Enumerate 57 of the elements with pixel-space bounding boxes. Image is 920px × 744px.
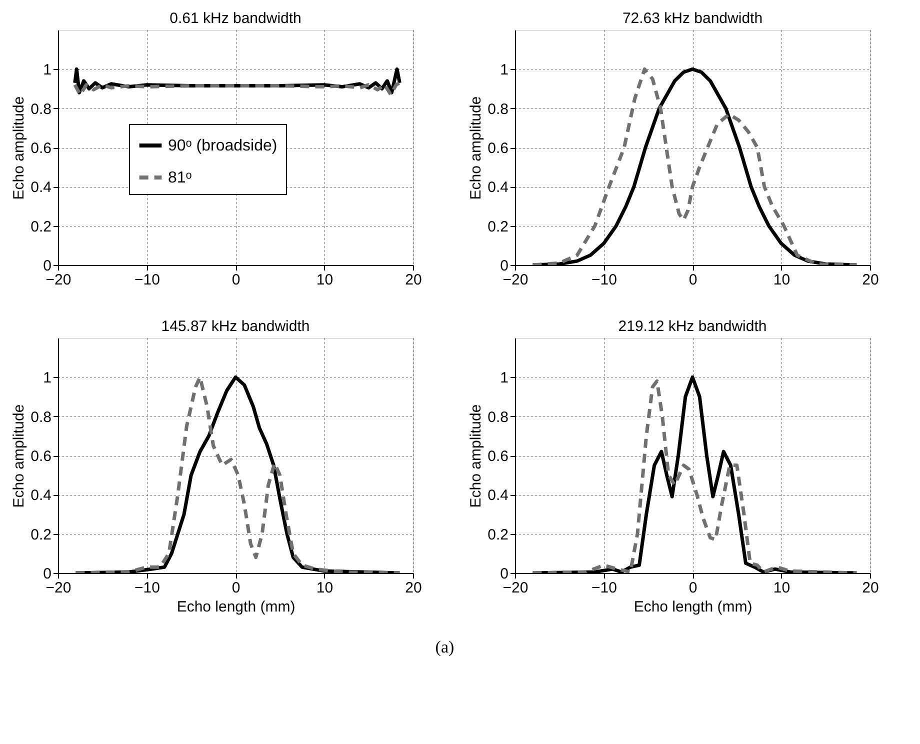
y-tick-label: 0.8 [30,100,52,118]
chart-title: 72.63 kHz bandwidth [622,10,763,27]
text: (a) [435,638,454,656]
y-tick-label: 0.2 [488,218,508,236]
x-tick-label: −20 [46,272,72,288]
x-tick-label: −10 [592,272,617,288]
y-tick-label: 0.6 [30,140,52,157]
y-tick-label: 0.2 [488,526,508,544]
x-tick-label: 20 [862,580,879,596]
x-tick-label: 20 [862,272,879,288]
y-tick-label: 0.4 [30,179,52,196]
legend-label: 81ᵒ [168,170,192,186]
y-axis-title: Echo amplitude [10,96,28,200]
x-axis-title: Echo length (mm) [634,598,752,616]
x-tick-label: 10 [316,580,334,596]
chart-title: 219.12 kHz bandwidth [618,318,767,335]
x-tick-label: −10 [134,272,160,288]
x-tick-label: 20 [405,272,422,288]
x-tick-label: 0 [232,272,240,288]
x-tick-label: 10 [773,580,790,596]
x-tick-label: −20 [502,580,528,596]
chart-title: 145.87 kHz bandwidth [161,318,310,335]
y-tick-label: 0 [43,566,52,582]
legend-label: 90ᵒ (broadside) [168,138,278,154]
y-tick-label: 1 [500,62,508,79]
y-tick-label: 1 [43,62,52,79]
y-tick-label: 0.8 [488,100,508,118]
x-tick-label: 10 [316,272,334,288]
y-tick-label: 0.4 [488,487,508,504]
x-tick-label: 0 [688,272,698,288]
x-tick-label: 0 [232,580,240,596]
y-tick-label: 0.2 [30,526,52,544]
y-tick-label: 0 [500,566,508,582]
y-tick-label: 0 [500,258,508,274]
y-tick-label: 0.6 [488,448,508,465]
chart-title: 0.61 kHz bandwidth [170,10,302,27]
x-axis-title: Echo length (mm) [176,598,296,616]
y-tick-label: 0.6 [30,448,52,465]
x-tick-label: −10 [134,580,160,596]
x-tick-label: −20 [46,580,72,596]
y-tick-label: 0.6 [488,140,508,157]
y-axis-title: Echo amplitude [10,404,28,508]
x-tick-label: −20 [502,272,528,288]
y-tick-label: 0.4 [30,487,52,504]
y-tick-label: 1 [43,370,52,387]
y-axis-title: Echo amplitude [468,96,485,200]
y-axis-title: Echo amplitude [468,404,485,508]
y-tick-label: 0.8 [30,408,52,426]
x-tick-label: 10 [773,272,790,288]
y-tick-label: 1 [500,370,508,387]
y-tick-label: 0 [43,258,52,274]
y-tick-label: 0.8 [488,408,508,426]
y-tick-label: 0.2 [30,218,52,236]
y-tick-label: 0.4 [488,179,508,196]
x-tick-label: 20 [405,580,422,596]
x-tick-label: −10 [592,580,617,596]
x-tick-label: 0 [688,580,698,596]
